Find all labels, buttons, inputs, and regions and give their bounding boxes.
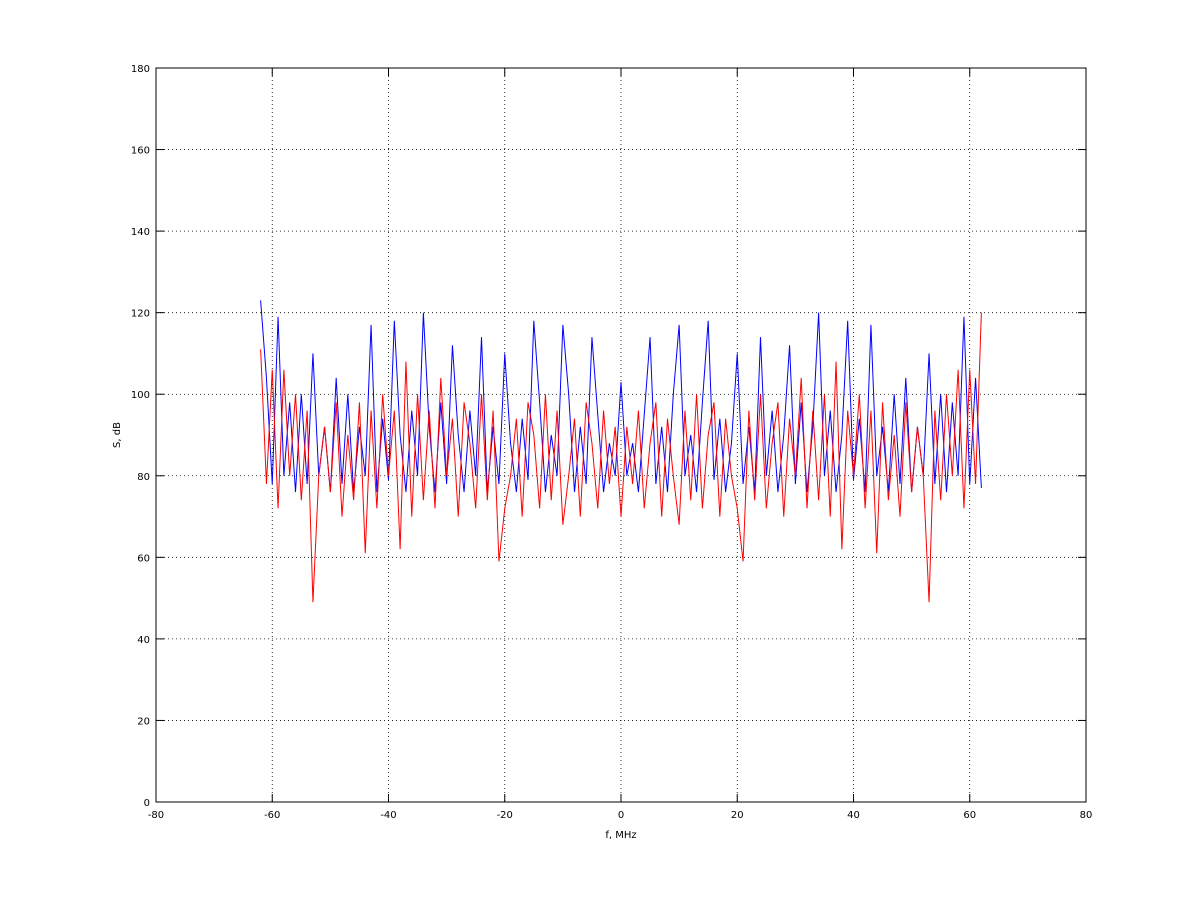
series-line — [260, 312, 982, 603]
y-tick-label: 60 — [137, 553, 150, 564]
x-tick-label: 80 — [1080, 810, 1093, 821]
x-tick-label: 40 — [847, 810, 860, 821]
y-tick-label: 20 — [137, 716, 150, 727]
y-tick-label: 160 — [131, 146, 150, 157]
y-tick-label: 100 — [131, 390, 150, 401]
y-tick-label: 0 — [144, 798, 150, 809]
y-tick-label: 120 — [131, 309, 150, 320]
x-tick-label: 60 — [963, 810, 976, 821]
x-tick-label: -40 — [380, 810, 396, 821]
x-axis-label: f, MHz — [605, 830, 636, 841]
ticks: -80 -60 -40 -20 0 20 40 60 80 0 20 40 60 80 100 120 140 1… — [131, 64, 1092, 821]
x-tick-label: 20 — [731, 810, 744, 821]
y-tick-label: 40 — [137, 635, 150, 646]
y-axis-label: S, dB — [112, 422, 123, 448]
series-line — [260, 300, 982, 493]
y-tick-label: 80 — [137, 472, 150, 483]
x-tick-label: -80 — [148, 810, 164, 821]
x-tick-label: -20 — [497, 810, 513, 821]
plot-lines — [260, 300, 982, 603]
y-tick-label: 180 — [131, 64, 150, 75]
x-tick-label: -60 — [264, 810, 280, 821]
x-tick-label: 0 — [618, 810, 624, 821]
y-tick-label: 140 — [131, 227, 150, 238]
